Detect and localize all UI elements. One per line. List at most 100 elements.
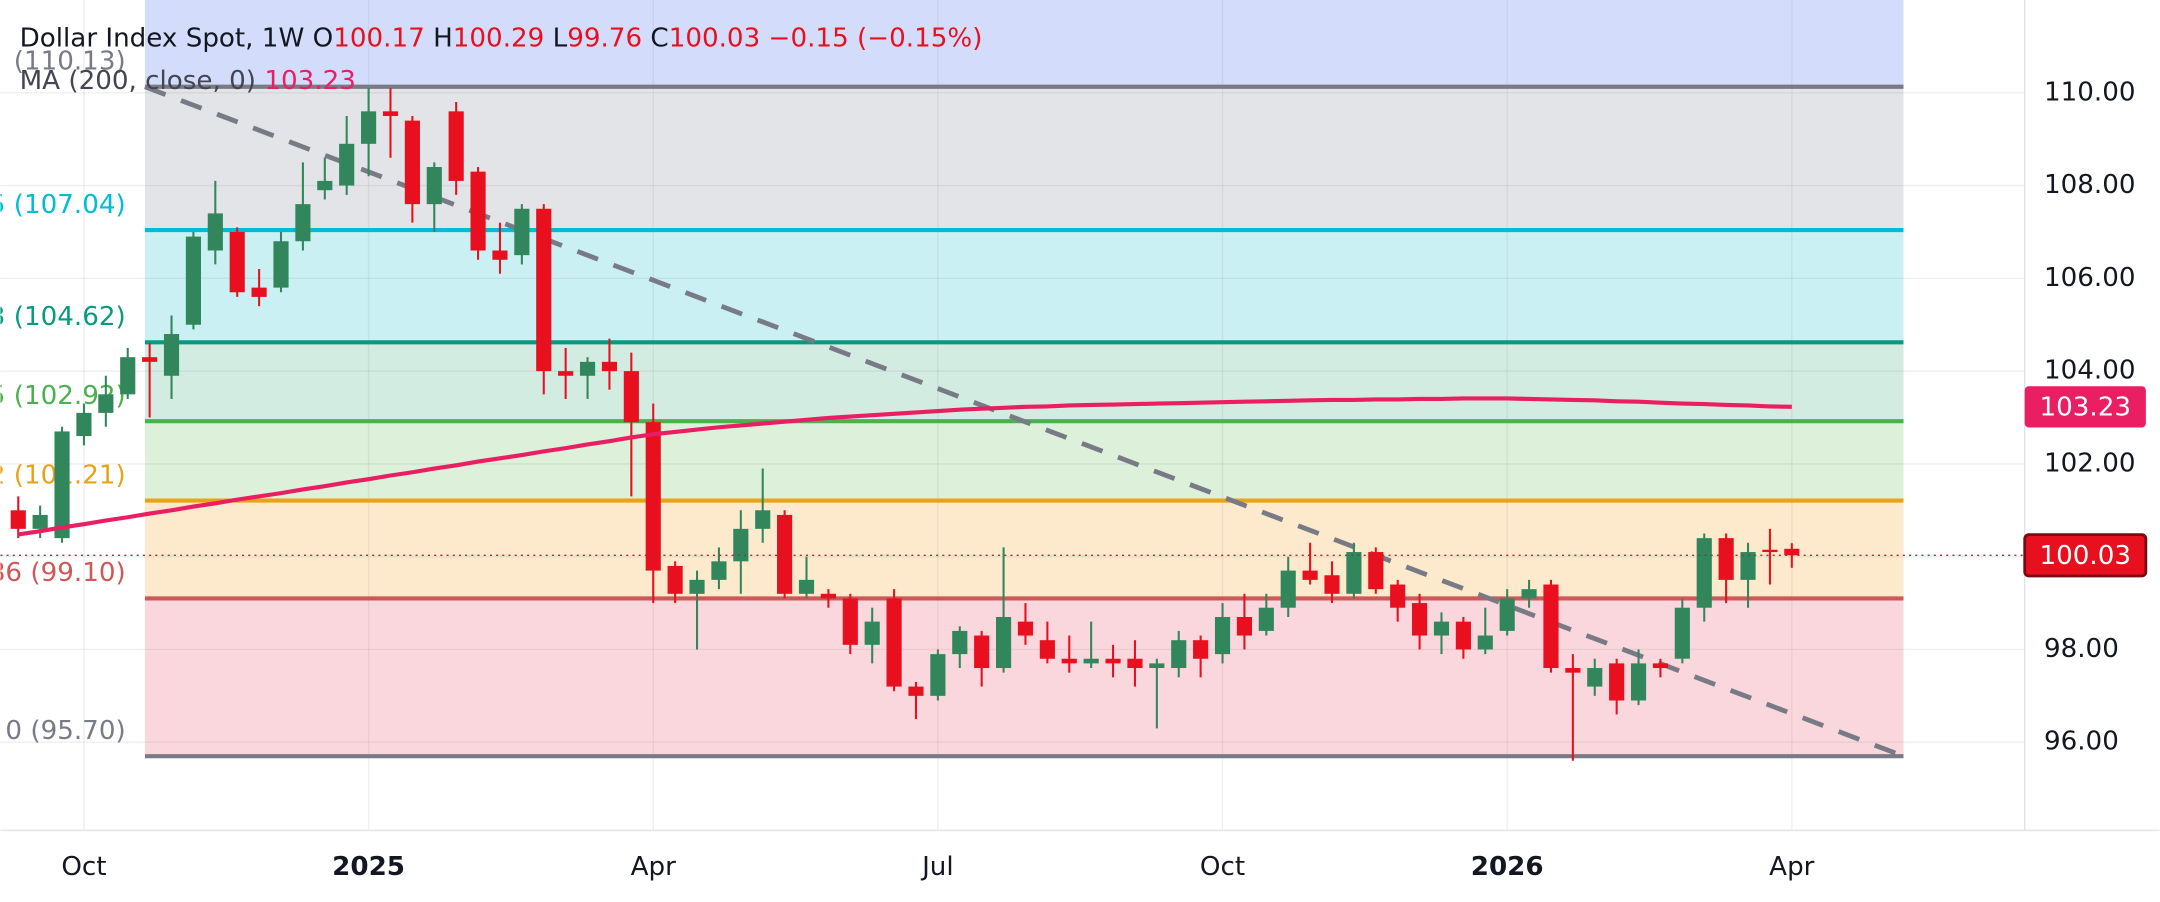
- candle-body: [1258, 607, 1274, 631]
- y-tick-label: 98.00: [2044, 634, 2119, 664]
- x-tick-label: 2025: [332, 852, 405, 882]
- candle-body: [1521, 589, 1537, 599]
- candle-body: [1171, 640, 1187, 669]
- candle-body: [1390, 584, 1406, 608]
- candle-body: [733, 528, 749, 562]
- price-badge: [2023, 533, 2148, 578]
- candle-body: [798, 579, 815, 594]
- candle-body: [1499, 598, 1515, 631]
- candle-body: [536, 208, 552, 372]
- candle-body: [777, 514, 793, 594]
- candle-body: [930, 654, 946, 696]
- candle-body: [558, 371, 574, 376]
- candle-body: [1193, 640, 1209, 659]
- fib-label: 86 (99.10): [0, 558, 126, 588]
- x-tick-label: Oct: [61, 852, 106, 882]
- candle-body: [514, 208, 530, 256]
- ohlc-value: 99.76: [567, 23, 642, 53]
- candle-body: [667, 565, 683, 594]
- axes: 96.0098.00100.00102.00104.00106.00108.00…: [61, 77, 2148, 882]
- candle-body: [1674, 607, 1690, 659]
- symbol: Dollar Index Spot, 1W: [20, 23, 305, 53]
- candle-body: [1061, 658, 1077, 664]
- candle-body: [886, 598, 902, 687]
- ohlc-value: 100.17: [333, 23, 425, 53]
- candle-body: [142, 357, 158, 362]
- candle-body: [1039, 640, 1055, 659]
- y-tick-label: 106.00: [2044, 263, 2136, 293]
- fib-zone: [144, 86, 1904, 231]
- candle-body: [361, 111, 377, 144]
- y-tick-label: 104.00: [2044, 356, 2136, 386]
- fib-zone: [144, 500, 1904, 599]
- candle-body: [163, 334, 180, 376]
- candle-body: [207, 213, 223, 251]
- candle-body: [120, 357, 136, 395]
- fib-zone: [144, 421, 1904, 501]
- legend-entry: MA (200, close, 0): [20, 66, 256, 96]
- candle-body: [251, 287, 267, 297]
- candle-body: [32, 514, 48, 529]
- ohlc-value: 100.29: [453, 23, 545, 53]
- candle-body: [339, 143, 355, 186]
- candle-body: [1083, 658, 1099, 664]
- candle-body: [98, 394, 114, 413]
- legend-value: 103.23: [264, 66, 356, 96]
- candle-body: [317, 180, 333, 191]
- x-tick-label: Apr: [1769, 852, 1814, 882]
- candle-body: [623, 371, 639, 423]
- ma-badge-label: 103.23: [2040, 393, 2132, 423]
- candle-body: [755, 510, 771, 529]
- ohlc-label: O: [313, 23, 334, 53]
- candle-body: [952, 630, 968, 655]
- candle-body: [448, 111, 464, 181]
- candle-body: [492, 250, 508, 260]
- candle-body: [908, 686, 924, 696]
- y-tick-label: 102.00: [2044, 448, 2136, 478]
- change: −0.15 (−0.15%): [769, 23, 983, 53]
- candle-body: [54, 431, 70, 539]
- candle-body: [1346, 552, 1362, 594]
- fib-label: 3 (104.62): [0, 302, 126, 332]
- candle-body: [842, 598, 858, 645]
- candle-body: [1718, 538, 1734, 580]
- y-tick-label: 108.00: [2044, 170, 2136, 200]
- candle-body: [404, 120, 420, 205]
- candle-body: [601, 361, 618, 372]
- candle-body: [1412, 603, 1428, 636]
- fib-zone: [144, 0, 1904, 87]
- candle-body: [1455, 621, 1471, 650]
- candle-body: [974, 635, 990, 669]
- ohlc-value: 100.03: [669, 23, 761, 53]
- fib-label: 0 (95.70): [5, 716, 125, 746]
- fib-label: 5 (107.04): [0, 190, 126, 220]
- candle-body: [1565, 668, 1581, 673]
- candle-body: [229, 231, 245, 293]
- candle-body: [185, 236, 201, 325]
- candle-body: [1543, 584, 1559, 669]
- candle-body: [1324, 575, 1340, 594]
- price-badge-label: 100.03: [2040, 541, 2132, 571]
- candle-body: [1587, 668, 1603, 687]
- fib-zone: [144, 230, 1904, 343]
- x-tick-label: Oct: [1200, 852, 1245, 882]
- candle-body: [1762, 549, 1778, 553]
- plot-area: (110.13)5 (107.04)3 (104.62)5 (102.92)2 …: [0, 0, 2025, 831]
- candle-body: [1368, 552, 1384, 590]
- candle-body: [382, 111, 399, 116]
- candle-body: [1740, 552, 1756, 580]
- candle-body: [426, 167, 442, 205]
- fib-label: (110.13): [14, 46, 126, 76]
- ohlc-label: H: [433, 23, 453, 53]
- candle-body: [273, 241, 289, 288]
- candle-body: [1477, 635, 1493, 650]
- x-tick-label: Jul: [920, 852, 954, 882]
- candle-body: [1214, 616, 1231, 655]
- ma-line: [17, 396, 1792, 537]
- candle-body: [1236, 616, 1252, 636]
- candle-body: [1105, 658, 1121, 664]
- candle-body: [295, 204, 311, 242]
- candle-body: [1280, 570, 1296, 608]
- candle-body: [579, 361, 596, 376]
